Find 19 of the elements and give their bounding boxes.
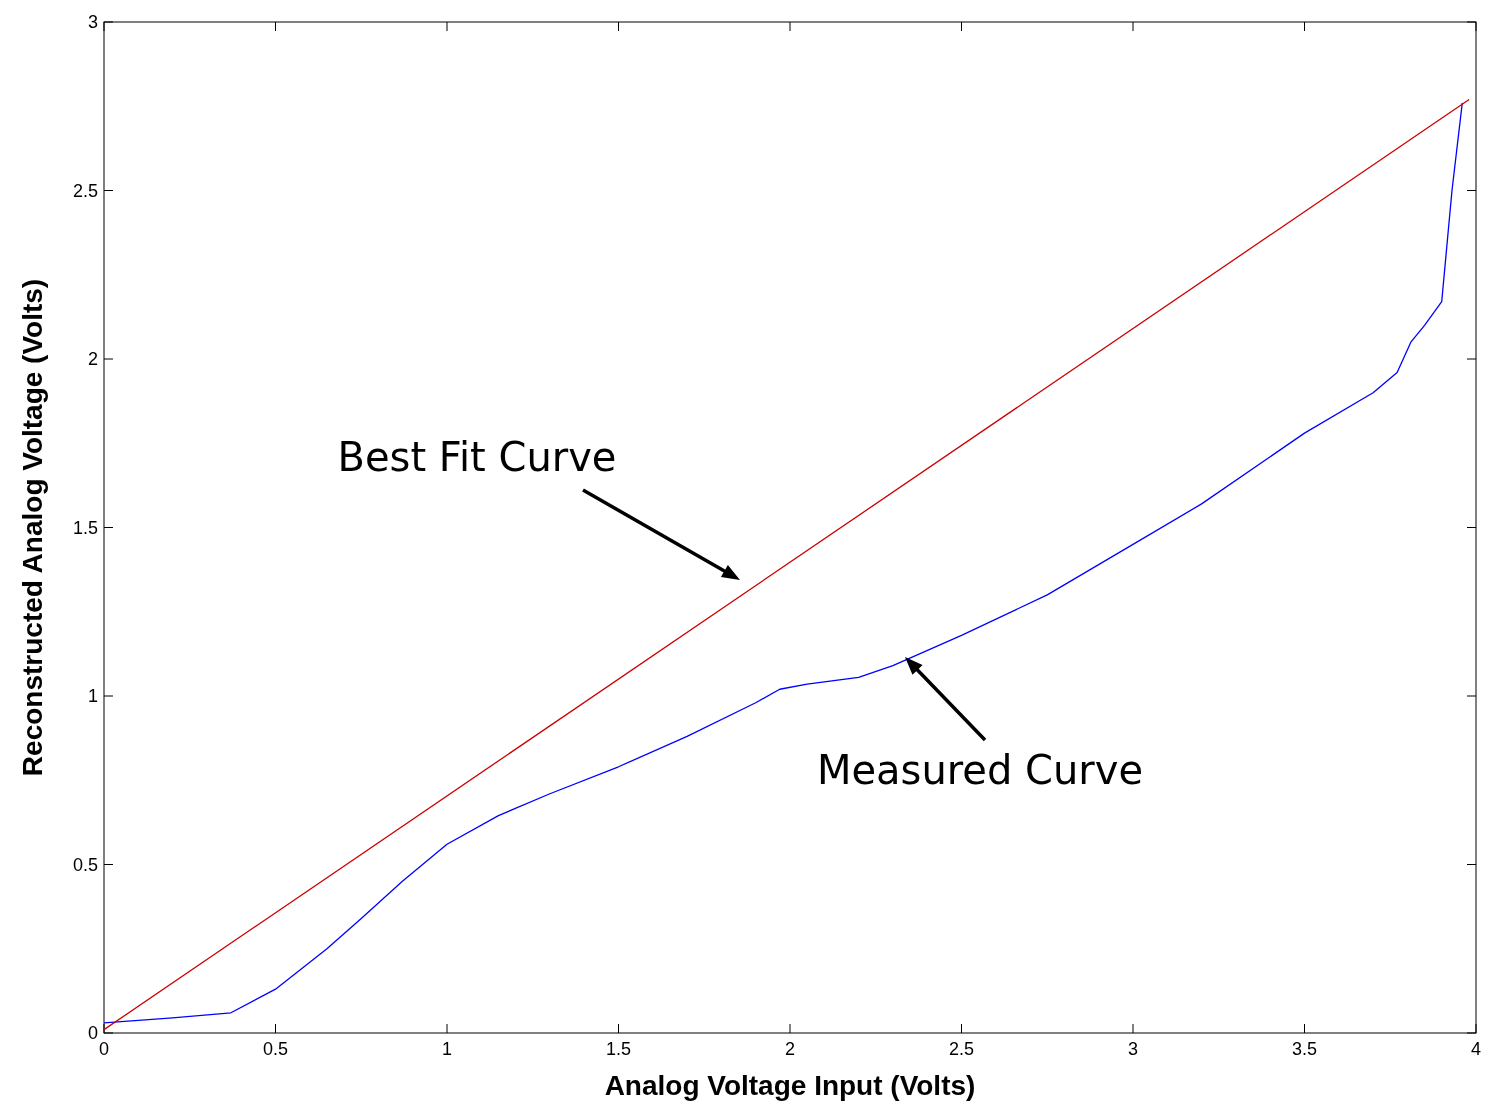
x-tick-label: 3 [1127, 1039, 1139, 1059]
y-tick-label: 1.5 [72, 517, 98, 538]
x-tick-label: 2.5 [948, 1039, 975, 1059]
x-tick-label: 3.5 [1291, 1039, 1318, 1059]
x-tick-label: 1 [441, 1039, 453, 1059]
y-tick-label: 0 [87, 1023, 98, 1043]
y-tick-label: 0.5 [72, 854, 98, 875]
x-axis-title: Analog Voltage Input (Volts) [604, 1070, 976, 1101]
x-tick-label: 2 [784, 1039, 796, 1059]
y-tick-label: 2 [87, 349, 98, 369]
x-tick-label: 0.5 [262, 1039, 289, 1059]
annotation: Best Fit Curve [337, 434, 617, 480]
x-tick-label: 4 [1470, 1039, 1482, 1059]
y-tick-label: 2.5 [72, 180, 98, 201]
x-tick-label: 1.5 [605, 1039, 632, 1059]
y-tick-label: 3 [87, 12, 98, 32]
annotation: Measured Curve [816, 747, 1144, 793]
y-axis-title: Reconstructed Analog Voltage (Volts) [17, 278, 48, 777]
y-tick-label: 1 [87, 686, 98, 706]
